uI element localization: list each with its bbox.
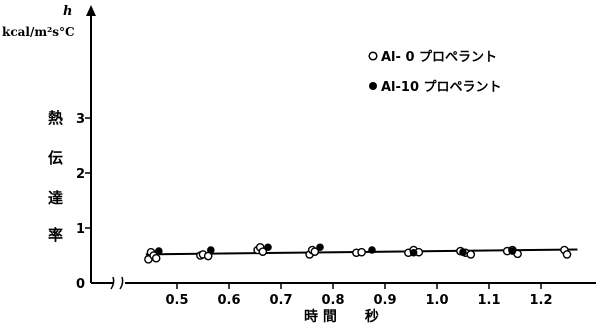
legend-marker-filled [369,82,377,90]
y-axis-title-char: 熱 [48,109,63,127]
x-ticks: 0.5 0.6 0.7 0.8 0.9 1.0 1.1 1.2 [165,283,553,308]
y-axis-title-char: 率 [48,226,63,244]
y-tick-label: 0 [76,277,85,292]
y-unit: kcal/m²s°C [2,25,75,39]
x-tick-label: 0.7 [269,293,292,308]
data-point-al0 [357,247,366,257]
y-ticks: 0 1 2 3 [76,112,91,292]
x-tick-label: 1.0 [425,293,448,308]
data-point-al10 [368,246,376,254]
y-symbol: h [63,4,72,19]
x-tick-label: 0.5 [165,293,188,308]
data-point-al10 [155,247,163,255]
y-axis-title-char: 達 [48,189,63,207]
legend-label-al0: Al- 0 プロペラント [381,50,497,65]
data-point-al0 [151,253,161,263]
x-tick-label: 1.1 [477,293,500,308]
data-point-al0 [310,247,320,256]
y-tick-label: 2 [76,167,85,182]
y-axis-title-char: 伝 [48,149,63,167]
data-point-al10 [264,243,272,252]
x-tick-label: 0.9 [373,293,396,308]
data-point-al10 [316,243,324,252]
data-points [144,242,572,264]
data-point-al0 [258,247,268,256]
data-point-al10 [207,246,215,254]
data-point-al0 [466,250,476,259]
y-axis-arrow [86,5,96,16]
legend-marker-open [368,51,378,61]
data-point-al10 [409,248,418,257]
x-tick-label: 1.2 [529,293,552,308]
x-tick-label: 0.8 [321,293,344,308]
axis-break-mark [110,276,124,290]
x-axis-title: 時 間 秒 [304,308,379,325]
legend: Al- 0 プロペラント Al-10 プロペラント [368,50,502,95]
y-tick-label: 1 [76,222,85,237]
data-point-al0 [562,250,572,259]
y-tick-label: 3 [76,112,85,127]
x-tick-label: 0.6 [217,293,240,308]
legend-label-al10: Al-10 プロペラント [381,80,502,95]
data-point-al10 [459,248,467,256]
data-point-al10 [508,247,517,255]
